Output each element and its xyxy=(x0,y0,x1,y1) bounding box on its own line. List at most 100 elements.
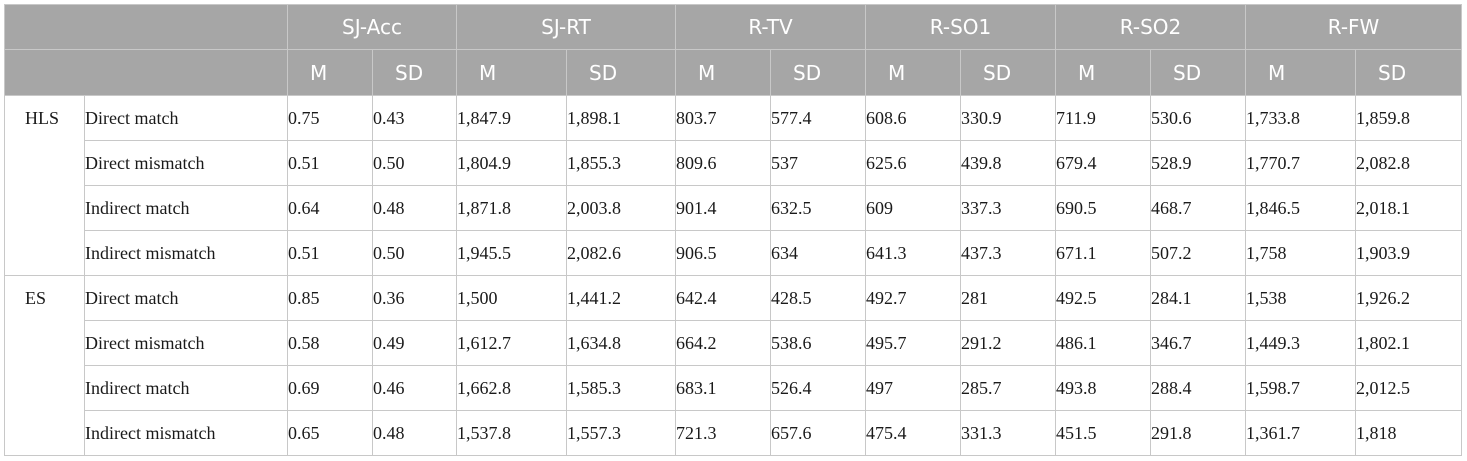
value-cell: 1,441.2 xyxy=(566,275,677,321)
value-cell: 1,662.8 xyxy=(456,365,568,411)
value-cell: 1,598.7 xyxy=(1245,365,1357,411)
value-cell: 288.4 xyxy=(1150,365,1247,411)
statistics-table: SJ-Acc SJ-RT R-TV R-SO1 R-SO2 R-FW M SD M S… xyxy=(4,4,1463,456)
table-row: ES Direct match 0.85 0.36 1,500 1,441.2 642.4 4… xyxy=(4,275,1463,456)
value-cell: 451.5 xyxy=(1055,410,1152,456)
value-cell: 1,538 xyxy=(1245,275,1357,321)
value-cell: 0.46 xyxy=(371,365,458,411)
value-cell: 507.2 xyxy=(1150,230,1247,276)
table-row: Indirect mismatch 0.65 0.48 1,537.8 1,557.3 7… xyxy=(5,410,1463,456)
value-cell: 634 xyxy=(770,230,867,276)
value-cell: 337.3 xyxy=(960,185,1057,231)
value-cell: 0.64 xyxy=(287,185,373,231)
subheader-sd: SD xyxy=(1355,49,1463,96)
value-cell: 2,082.6 xyxy=(566,230,677,276)
header-row-stats: M SD M SD M SD M SD M SD M SD xyxy=(4,49,1463,96)
value-cell: 330.9 xyxy=(960,95,1057,141)
value-cell: 0.51 xyxy=(287,230,373,276)
value-cell: 0.85 xyxy=(287,275,373,321)
subheader-sd: SD xyxy=(1150,49,1247,96)
condition-label: Indirect match xyxy=(84,365,288,411)
value-cell: 711.9 xyxy=(1055,95,1152,141)
value-cell: 493.8 xyxy=(1055,365,1152,411)
subheader-m: M xyxy=(287,49,373,96)
value-cell: 721.3 xyxy=(675,410,772,456)
header-sj-acc: SJ-Acc xyxy=(286,4,458,50)
value-cell: 285.7 xyxy=(960,365,1057,411)
value-cell: 679.4 xyxy=(1055,140,1152,186)
value-cell: 1,871.8 xyxy=(456,185,568,231)
condition-label: Indirect mismatch xyxy=(84,410,288,456)
value-cell: 537 xyxy=(770,140,867,186)
value-cell: 495.7 xyxy=(865,320,962,366)
value-cell: 1,847.9 xyxy=(456,95,568,141)
value-cell: 0.75 xyxy=(287,95,373,141)
value-cell: 291.8 xyxy=(1150,410,1247,456)
condition-label: Indirect match xyxy=(84,185,288,231)
subheader-m: M xyxy=(1245,49,1357,96)
value-cell: 284.1 xyxy=(1150,275,1247,321)
value-cell: 526.4 xyxy=(770,365,867,411)
value-cell: 2,012.5 xyxy=(1355,365,1463,411)
table-row: Direct mismatch 0.58 0.49 1,612.7 1,634.8 664… xyxy=(5,320,1463,366)
value-cell: 0.36 xyxy=(371,275,458,321)
value-cell: 683.1 xyxy=(675,365,772,411)
value-cell: 437.3 xyxy=(960,230,1057,276)
value-cell: 1,361.7 xyxy=(1245,410,1357,456)
value-cell: 1,804.9 xyxy=(456,140,568,186)
table-header: SJ-Acc SJ-RT R-TV R-SO1 R-SO2 R-FW M SD M S… xyxy=(4,4,1463,96)
value-cell: 468.7 xyxy=(1150,185,1247,231)
value-cell: 0.58 xyxy=(287,320,373,366)
value-cell: 1,818 xyxy=(1355,410,1463,456)
value-cell: 577.4 xyxy=(770,95,867,141)
condition-label: Direct match xyxy=(84,275,288,321)
value-cell: 1,903.9 xyxy=(1355,230,1463,276)
value-cell: 291.2 xyxy=(960,320,1057,366)
value-cell: 486.1 xyxy=(1055,320,1152,366)
value-cell: 671.1 xyxy=(1055,230,1152,276)
value-cell: 0.69 xyxy=(287,365,373,411)
value-cell: 1,898.1 xyxy=(566,95,677,141)
value-cell: 1,846.5 xyxy=(1245,185,1357,231)
header-r-so1: R-SO1 xyxy=(865,4,1057,50)
value-cell: 1,802.1 xyxy=(1355,320,1463,366)
value-cell: 625.6 xyxy=(865,140,962,186)
subheader-sd: SD xyxy=(566,49,677,96)
value-cell: 492.7 xyxy=(865,275,962,321)
value-cell: 439.8 xyxy=(960,140,1057,186)
value-cell: 0.51 xyxy=(287,140,373,186)
value-cell: 346.7 xyxy=(1150,320,1247,366)
header-sj-rt: SJ-RT xyxy=(456,4,677,50)
value-cell: 632.5 xyxy=(770,185,867,231)
table-row: Indirect match 0.69 0.46 1,662.8 1,585.3 683.… xyxy=(5,365,1463,411)
value-cell: 1,733.8 xyxy=(1245,95,1357,141)
table-body: HLS Direct match 0.75 0.43 1,847.9 1,898.1 803… xyxy=(4,95,1463,456)
value-cell: 664.2 xyxy=(675,320,772,366)
value-cell: 690.5 xyxy=(1055,185,1152,231)
table-row: Indirect match 0.64 0.48 1,871.8 2,003.8 901.… xyxy=(5,185,1463,231)
value-cell: 497 xyxy=(865,365,962,411)
value-cell: 2,003.8 xyxy=(566,185,677,231)
value-cell: 331.3 xyxy=(960,410,1057,456)
header-row-groups: SJ-Acc SJ-RT R-TV R-SO1 R-SO2 R-FW xyxy=(4,4,1463,50)
value-cell: 0.43 xyxy=(371,95,458,141)
value-cell: 1,585.3 xyxy=(566,365,677,411)
condition-label: Indirect mismatch xyxy=(84,230,288,276)
subheader-m: M xyxy=(675,49,772,96)
value-cell: 803.7 xyxy=(675,95,772,141)
value-cell: 0.50 xyxy=(371,230,458,276)
value-cell: 2,018.1 xyxy=(1355,185,1463,231)
value-cell: 1,500 xyxy=(456,275,568,321)
value-cell: 530.6 xyxy=(1150,95,1247,141)
value-cell: 0.50 xyxy=(371,140,458,186)
subheader-sd: SD xyxy=(960,49,1057,96)
condition-label: Direct mismatch xyxy=(84,320,288,366)
value-cell: 809.6 xyxy=(675,140,772,186)
value-cell: 906.5 xyxy=(675,230,772,276)
value-cell: 642.4 xyxy=(675,275,772,321)
subheader-m: M xyxy=(865,49,962,96)
value-cell: 0.48 xyxy=(371,410,458,456)
table-row: Indirect mismatch 0.51 0.50 1,945.5 2,082.6 9… xyxy=(5,230,1463,276)
value-cell: 1,634.8 xyxy=(566,320,677,366)
value-cell: 1,557.3 xyxy=(566,410,677,456)
